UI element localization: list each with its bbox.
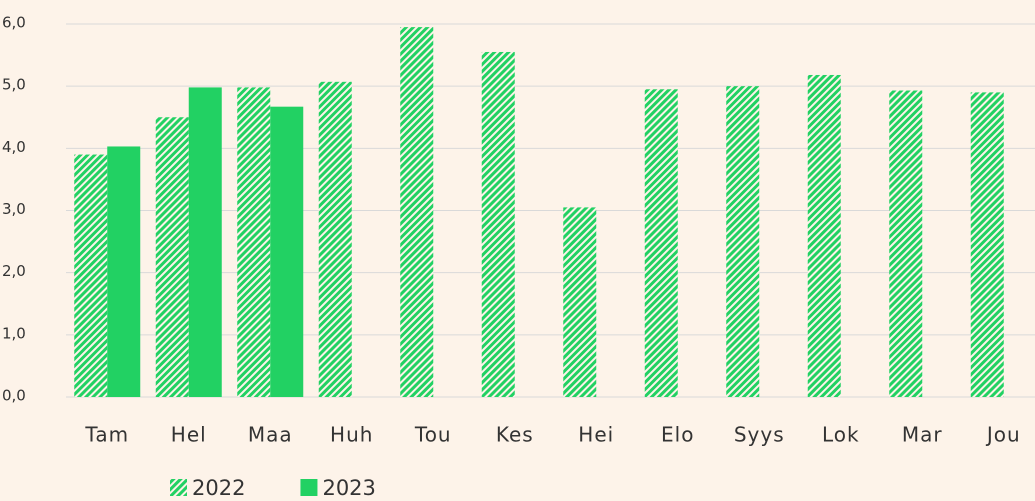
bar [107,146,141,397]
y-tick-label: 5,0 [2,76,26,94]
bar [726,86,760,398]
x-tick-label: Maa [248,423,293,447]
x-tick-label: Kes [496,423,534,447]
x-tick-label: Huh [330,423,373,447]
bar [563,207,597,397]
bar [188,87,222,397]
bar [970,92,1004,397]
x-tick-label: Jou [985,423,1021,447]
x-tick-label: Mar [902,423,943,447]
y-tick-label: 0,0 [2,387,26,405]
bar [807,74,841,397]
x-tick-label: Hei [578,423,614,447]
x-tick-label: Tou [414,423,452,447]
y-tick-label: 2,0 [2,262,26,280]
x-tick-label: Hel [171,423,207,447]
legend-swatch [170,479,187,496]
bar [155,117,189,397]
y-tick-label: 4,0 [2,138,26,156]
bar [644,89,678,398]
x-tick-label: Syys [734,423,785,447]
x-tick-label: Elo [661,423,694,447]
y-tick-label: 1,0 [2,324,26,342]
bar [318,81,352,397]
bar [270,106,304,397]
bar [889,90,923,397]
legend-swatch [300,479,318,496]
legend-label: 2022 [192,476,245,500]
bar [481,51,515,397]
bar [400,27,434,397]
bar [237,87,271,397]
y-tick-label: 3,0 [2,200,26,218]
y-tick-label: 6,0 [2,14,26,32]
x-tick-label: Lok [822,423,860,447]
legend-label: 2023 [322,476,375,500]
bar [74,154,108,397]
x-tick-label: Tam [84,423,129,447]
